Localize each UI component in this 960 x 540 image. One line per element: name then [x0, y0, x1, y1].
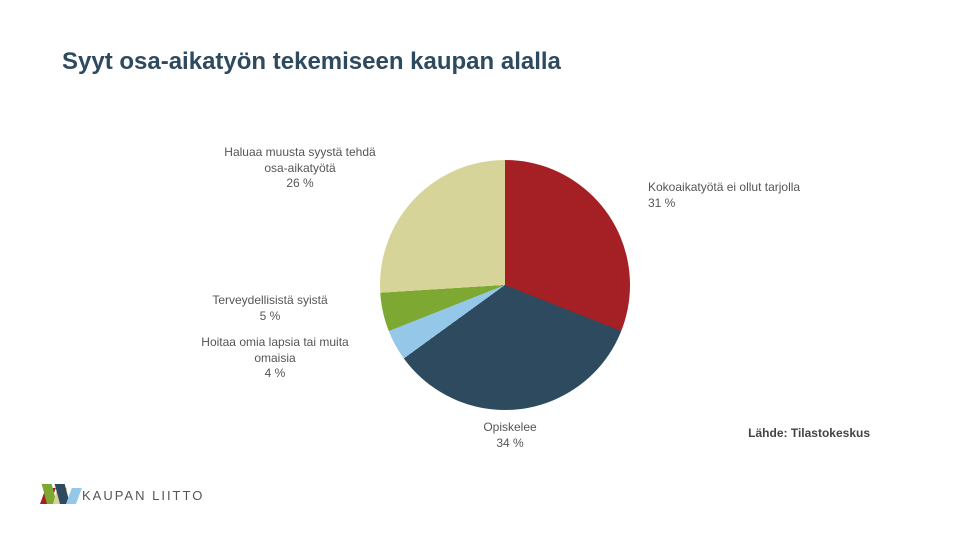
- source-text: Lähde: Tilastokeskus: [748, 426, 870, 440]
- slice-label-kokoaika: Kokoaikatyötä ei ollut tarjolla31 %: [648, 180, 848, 211]
- slice-label-muu: Haluaa muusta syystä tehdäosa-aikatyötä2…: [200, 145, 400, 192]
- logo-mark: [40, 478, 74, 512]
- logo-text: KAUPAN LIITTO: [82, 488, 204, 503]
- slice-label-terveys: Terveydellisistä syistä5 %: [180, 293, 360, 324]
- logo: KAUPAN LIITTO: [40, 478, 204, 512]
- pie-chart: [380, 160, 630, 410]
- page-title: Syyt osa-aikatyön tekemiseen kaupan alal…: [62, 48, 561, 76]
- logo-shard: [66, 488, 82, 504]
- slice-label-opiskelee: Opiskelee34 %: [450, 420, 570, 451]
- slice-label-hoitaa: Hoitaa omia lapsia tai muitaomaisia4 %: [180, 335, 370, 382]
